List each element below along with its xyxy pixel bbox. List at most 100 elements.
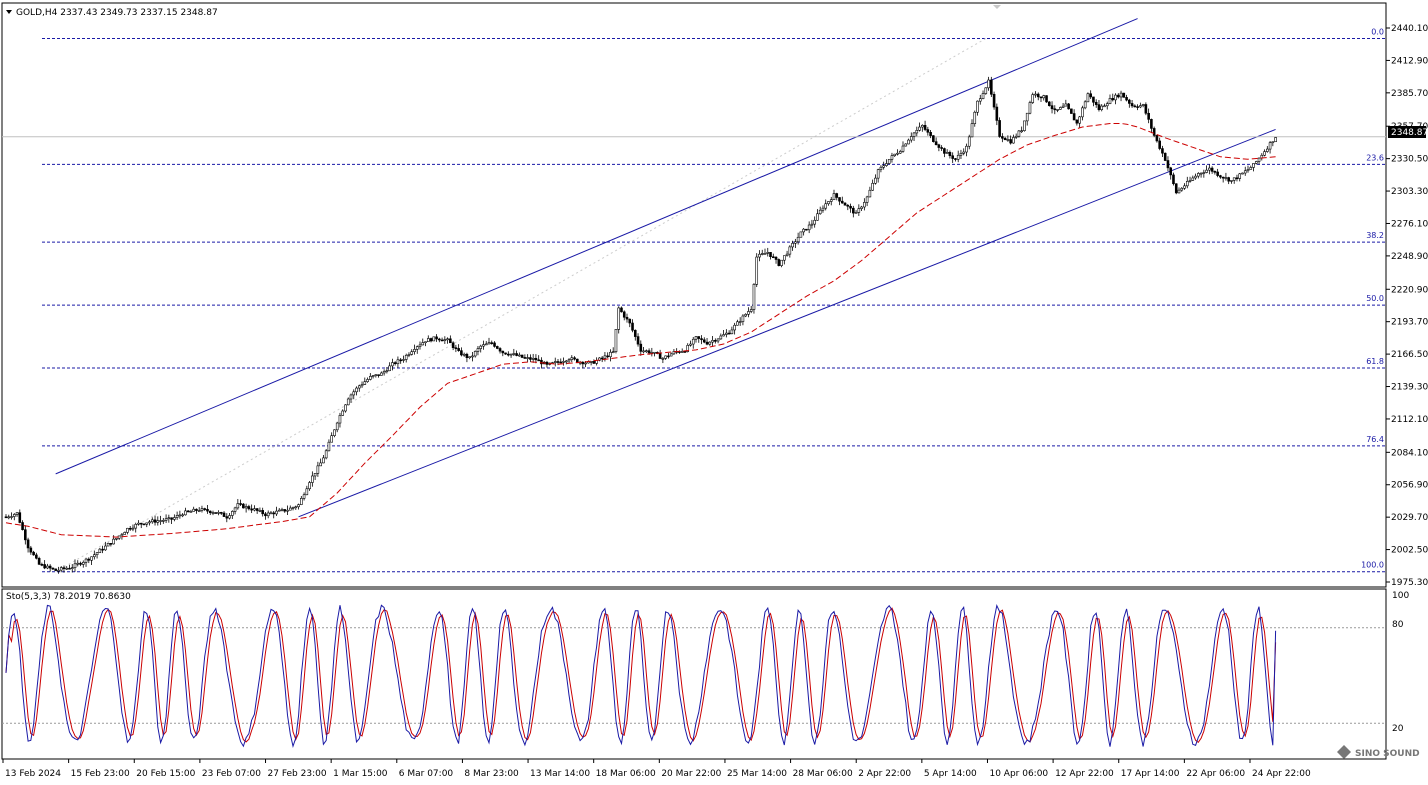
fib-trend-line[interactable] bbox=[55, 38, 987, 573]
candle bbox=[1230, 180, 1233, 184]
candle bbox=[581, 361, 585, 369]
candle bbox=[316, 461, 320, 477]
candle bbox=[189, 509, 193, 513]
candle bbox=[366, 377, 369, 383]
candle bbox=[738, 317, 742, 326]
candle bbox=[1208, 164, 1211, 175]
candle bbox=[771, 253, 775, 259]
candles-layer bbox=[4, 76, 1277, 574]
candle bbox=[1089, 90, 1092, 100]
candle bbox=[987, 76, 990, 91]
candle bbox=[1197, 172, 1200, 179]
candle bbox=[1034, 91, 1037, 98]
candle bbox=[507, 351, 510, 357]
candle bbox=[139, 522, 143, 529]
candle bbox=[810, 219, 814, 229]
candle bbox=[1119, 90, 1123, 102]
y-tick-label: 2303.30 bbox=[1391, 187, 1428, 197]
y-tick-label: 2166.50 bbox=[1391, 350, 1428, 360]
candle bbox=[614, 329, 618, 354]
candle bbox=[1003, 136, 1007, 141]
candle bbox=[106, 542, 110, 547]
candle bbox=[81, 560, 85, 568]
candle bbox=[490, 340, 494, 345]
channel-lower-line[interactable] bbox=[298, 128, 1276, 518]
stoch-signal-line bbox=[5, 607, 1277, 744]
candle bbox=[1050, 101, 1054, 114]
candle bbox=[697, 336, 701, 343]
candle bbox=[1122, 92, 1126, 98]
candle bbox=[70, 564, 74, 573]
candle bbox=[1185, 176, 1189, 189]
candle bbox=[887, 158, 891, 165]
candle bbox=[1097, 100, 1101, 112]
candle bbox=[128, 525, 132, 531]
candle bbox=[24, 525, 27, 545]
candle bbox=[214, 512, 218, 514]
candle bbox=[984, 87, 988, 95]
candle bbox=[300, 496, 303, 506]
candle bbox=[360, 381, 364, 388]
candle bbox=[998, 117, 1001, 138]
candle bbox=[959, 149, 963, 160]
channel-upper-line[interactable] bbox=[55, 18, 1138, 475]
candle bbox=[150, 517, 154, 524]
candle bbox=[32, 550, 35, 556]
candle bbox=[1053, 105, 1057, 115]
candle bbox=[1188, 176, 1192, 183]
x-tick-label: 13 Mar 14:00 bbox=[530, 769, 590, 779]
candle bbox=[1266, 146, 1269, 153]
candle bbox=[123, 531, 126, 535]
candle bbox=[749, 305, 753, 314]
candle bbox=[711, 336, 714, 347]
candle bbox=[816, 209, 819, 221]
scroll-marker-icon[interactable] bbox=[993, 5, 1001, 9]
candle bbox=[330, 432, 333, 443]
candle bbox=[1152, 126, 1156, 138]
candle bbox=[923, 120, 927, 132]
candle bbox=[40, 562, 44, 567]
candle bbox=[225, 513, 229, 523]
candle bbox=[824, 199, 828, 211]
candle bbox=[1199, 172, 1203, 178]
candle bbox=[622, 310, 626, 321]
symbol-dropdown-icon[interactable] bbox=[6, 10, 12, 14]
candle bbox=[843, 202, 847, 206]
candle bbox=[689, 340, 692, 347]
candle bbox=[504, 352, 507, 355]
x-tick-label: 1 Mar 15:00 bbox=[333, 769, 388, 779]
candle bbox=[876, 168, 880, 183]
candle bbox=[1235, 174, 1239, 182]
candle bbox=[156, 516, 160, 526]
candle bbox=[429, 337, 433, 343]
candle bbox=[990, 76, 993, 98]
candle bbox=[1216, 168, 1219, 178]
candle bbox=[766, 247, 770, 257]
candle bbox=[827, 201, 830, 206]
candle bbox=[399, 357, 402, 364]
candle bbox=[658, 349, 662, 359]
candle bbox=[1064, 99, 1068, 107]
candle bbox=[288, 505, 292, 511]
candle bbox=[305, 485, 309, 496]
candle bbox=[1100, 104, 1104, 112]
candle bbox=[435, 334, 438, 342]
candle bbox=[1150, 118, 1153, 134]
candle bbox=[564, 359, 568, 365]
candle bbox=[661, 356, 665, 364]
candle bbox=[380, 371, 383, 376]
candle bbox=[1111, 93, 1115, 102]
candle bbox=[559, 358, 563, 364]
candle bbox=[250, 504, 253, 514]
candle bbox=[363, 377, 367, 385]
candle bbox=[48, 564, 52, 572]
candle bbox=[755, 253, 759, 288]
candle bbox=[385, 366, 389, 374]
candle bbox=[760, 249, 764, 256]
candle bbox=[1274, 136, 1277, 143]
ma-line[interactable] bbox=[5, 123, 1276, 538]
candle bbox=[669, 352, 673, 357]
candle bbox=[598, 357, 601, 362]
candle bbox=[1227, 176, 1230, 185]
